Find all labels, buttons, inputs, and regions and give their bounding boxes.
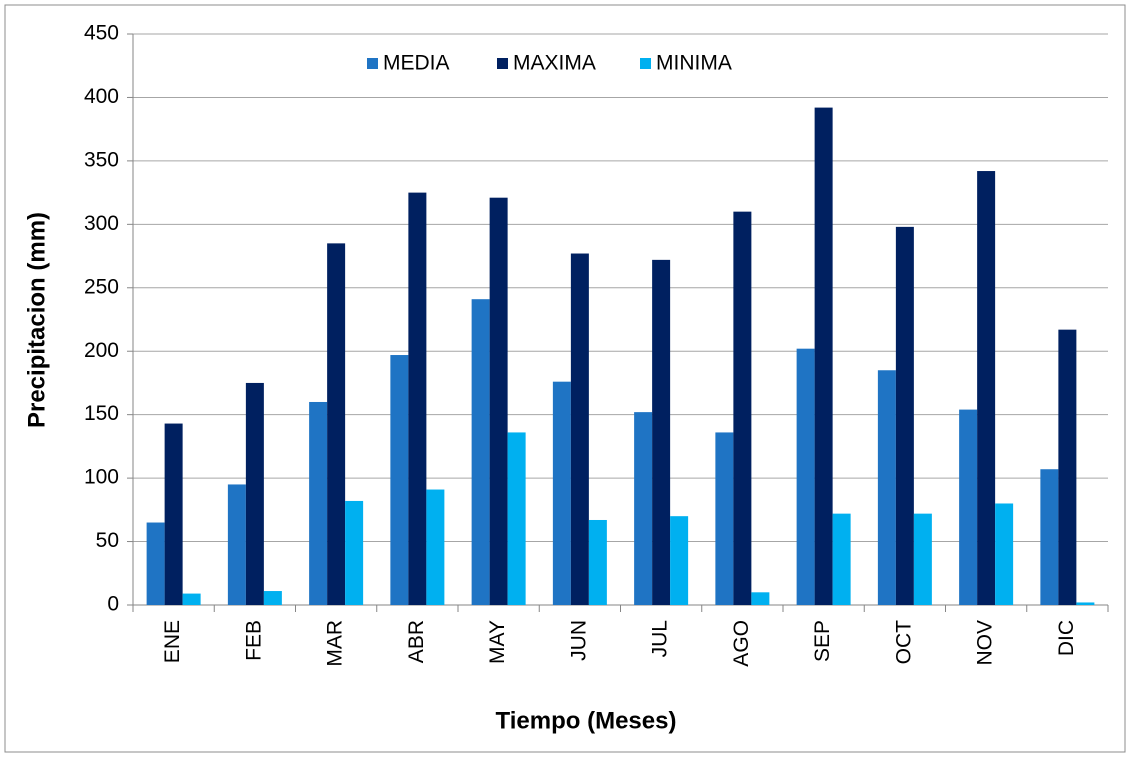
bar [913,513,932,605]
y-tick-label: 50 [96,529,119,552]
bar [733,211,752,605]
bar [552,381,571,605]
y-tick-label: 100 [84,466,119,489]
bar [408,192,427,605]
x-tick-label: JUL [649,620,672,657]
bar [652,259,671,605]
bar [995,503,1014,605]
bar [751,592,770,605]
bar [977,171,996,606]
x-axis-title: Tiempo (Meses) [496,707,677,734]
bar [588,519,607,605]
bar [895,226,914,606]
bar [1040,469,1059,605]
x-tick-label: MAY [486,620,509,664]
legend-label: MEDIA [383,52,450,75]
x-tick-label: OCT [892,620,915,665]
bar [670,516,689,605]
bar [489,197,508,606]
bar [796,348,815,605]
x-tick-label: JUN [567,620,590,661]
bar [1076,602,1095,605]
y-tick-label: 300 [84,212,119,235]
bar [182,593,201,605]
bar [345,500,364,605]
legend-label: MINIMA [656,52,732,75]
x-tick-label: AGO [730,620,753,667]
y-tick-label: 350 [84,148,119,171]
y-tick-label: 250 [84,275,119,298]
bar [309,401,328,605]
x-tick-label: DIC [1055,620,1078,656]
bar [715,432,734,605]
y-tick-label: 150 [84,402,119,425]
bar [263,591,282,605]
bar [227,484,246,605]
legend-swatch [640,58,651,69]
x-tick-label: SEP [811,620,834,662]
bar [634,412,653,605]
y-tick-label: 450 [84,22,119,45]
bar [832,513,851,605]
x-tick-label: ABR [405,620,428,663]
bar [164,423,183,605]
bar [959,409,978,605]
bar [507,432,526,605]
y-tick-label: 400 [84,85,119,108]
legend-label: MAXIMA [513,52,596,75]
x-tick-label: MAR [324,620,347,667]
bar [327,243,346,605]
bar [390,355,409,605]
x-tick-label: ENE [161,620,184,663]
bar [146,522,165,605]
bar [570,253,589,606]
y-tick-label: 200 [84,339,119,362]
x-tick-label: FEB [242,620,265,661]
y-tick-label: 0 [107,593,119,616]
bar [426,489,445,605]
bar [814,107,833,606]
bar [1058,329,1077,605]
frame [4,4,1126,753]
y-axis-title: Precipitacion (mm) [23,212,50,428]
legend-swatch [497,58,508,69]
bar [245,382,264,605]
bar [877,370,896,605]
x-tick-label: NOV [974,620,997,666]
legend-swatch [367,58,378,69]
bar [471,299,490,605]
